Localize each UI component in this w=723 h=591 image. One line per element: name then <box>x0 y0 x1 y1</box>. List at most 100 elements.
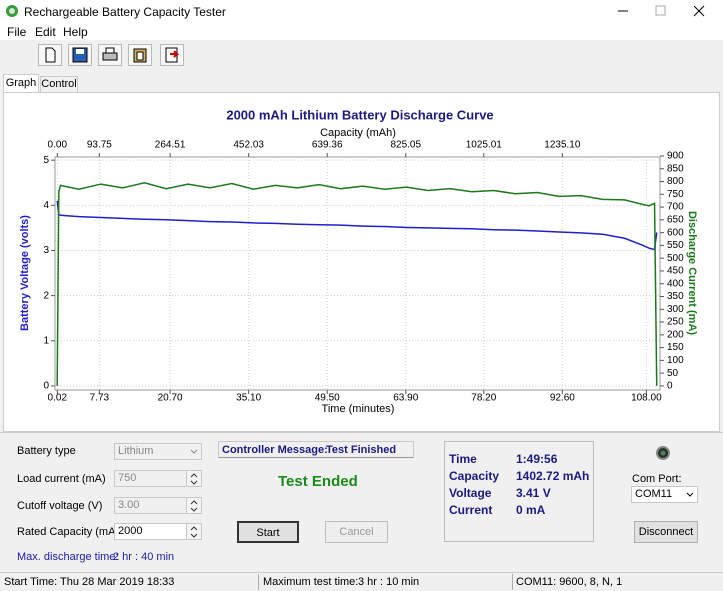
status-start: Start Time: Thu 28 Mar 2019 18:33 <box>4 576 175 588</box>
x-tick-label: 35.10 <box>236 393 261 404</box>
readout-label: Capacity <box>449 469 500 483</box>
status-port: COM11: 9600, 8, N, 1 <box>516 576 623 588</box>
y2-tick-label: 300 <box>667 304 684 315</box>
chart-title: 2000 mAh Lithium Battery Discharge Curve <box>226 107 493 122</box>
x2-tick-label: 639.36 <box>312 140 343 151</box>
field-value: Lithium <box>118 445 154 457</box>
y2-tick-label: 800 <box>667 176 684 187</box>
x-tick-label: 92.60 <box>550 393 575 404</box>
x2-tick-label: 452.03 <box>233 140 264 151</box>
start-button[interactable]: Start <box>237 521 299 543</box>
readout-value: 3.41 V <box>516 486 551 500</box>
y-axis-label: Battery Voltage (volts) <box>19 215 31 331</box>
window-controls[interactable] <box>600 0 723 22</box>
menu-item[interactable]: Edit <box>35 25 56 39</box>
x-tick-label: 49.50 <box>315 393 340 404</box>
window-title: Rechargeable Battery Capacity Tester <box>24 5 226 19</box>
x2-tick-label: 93.75 <box>87 140 112 151</box>
y2-tick-label: 350 <box>667 291 684 302</box>
com-port-label: Com Port: <box>632 473 682 485</box>
field-value: 2000 <box>118 525 143 537</box>
toolbar-copy[interactable] <box>128 44 152 66</box>
cancel-button[interactable]: Cancel <box>325 521 388 543</box>
y2-tick-label: 700 <box>667 202 684 213</box>
y2-tick-label: 450 <box>667 266 684 277</box>
readout-box <box>444 441 594 542</box>
load-current-input[interactable]: 750 <box>114 470 202 487</box>
toolbar-save[interactable] <box>68 44 92 66</box>
y2-tick-label: 850 <box>667 163 684 174</box>
y2-tick-label: 600 <box>667 227 684 238</box>
field-label: Battery type <box>17 445 76 457</box>
y2-tick-label: 250 <box>667 317 684 328</box>
x2-tick-label: 1235.10 <box>544 140 581 151</box>
menu-item[interactable]: File <box>7 25 27 39</box>
rated-capacity-input[interactable]: 2000 <box>114 523 202 540</box>
chart: 2000 mAh Lithium Battery Discharge Curve… <box>19 107 698 415</box>
y2-tick-label: 150 <box>667 342 684 353</box>
field-value: 750 <box>118 472 137 484</box>
data-line <box>56 182 658 386</box>
app-icon <box>6 5 18 17</box>
y2-tick-label: 50 <box>667 368 679 379</box>
title-bar <box>0 0 723 22</box>
y2-axis-label: Discharge Current (mA) <box>686 211 698 335</box>
max-discharge-value: 2 hr : 40 min <box>113 551 175 563</box>
message-box <box>218 441 414 458</box>
readout-value: 1:49:56 <box>516 452 558 466</box>
y2-tick-label: 400 <box>667 278 684 289</box>
y2-tick-label: 900 <box>667 151 684 162</box>
y2-tick-label: 100 <box>667 355 684 366</box>
tab[interactable]: Control <box>40 76 78 92</box>
field-label: Rated Capacity (mAh) <box>17 526 126 538</box>
toolbar-export[interactable] <box>160 44 184 66</box>
plot-frame <box>54 156 661 391</box>
x-tick-label: 0.02 <box>48 393 68 404</box>
x-tick-label: 108.00 <box>631 393 662 404</box>
x2-tick-label: 0.00 <box>48 140 68 151</box>
separator <box>0 432 723 433</box>
y2-tick-label: 0 <box>667 381 673 392</box>
graph-panel <box>3 92 720 432</box>
readout-label: Time <box>449 452 477 466</box>
x2-tick-label: 264.51 <box>155 140 186 151</box>
field-label: Load current (mA) <box>17 473 106 485</box>
status-led <box>656 446 670 460</box>
readout-value: 0 mA <box>516 503 546 517</box>
com-port-select[interactable]: COM11 <box>631 486 698 503</box>
message-value: Test Finished <box>326 444 397 456</box>
x2-tick-label: 825.05 <box>390 140 421 151</box>
test-status: Test Ended <box>278 473 358 490</box>
x-tick-label: 20.70 <box>158 393 183 404</box>
x-tick-label: 78.20 <box>471 393 496 404</box>
readout-value: 1402.72 mAh <box>516 469 590 483</box>
y-tick-label: 1 <box>43 335 49 346</box>
field-value: 3.00 <box>118 499 140 511</box>
x-axis-label: Time (minutes) <box>322 403 395 415</box>
data-line <box>56 200 658 251</box>
toolbar-print[interactable] <box>98 44 122 66</box>
y-tick-label: 2 <box>43 290 49 301</box>
field-label: Cutoff voltage (V) <box>17 500 103 512</box>
y2-tick-label: 650 <box>667 214 684 225</box>
y2-tick-label: 750 <box>667 189 684 200</box>
com-port-value: COM11 <box>635 488 673 500</box>
status-divider <box>258 574 259 590</box>
y-tick-label: 4 <box>43 200 49 211</box>
toolbar-new[interactable] <box>38 44 62 66</box>
status-max-value: 3 hr : 10 min <box>358 576 420 588</box>
menu-item[interactable]: Help <box>63 25 88 39</box>
tab[interactable]: Graph <box>3 74 39 93</box>
y2-tick-label: 200 <box>667 329 684 340</box>
disconnect-button[interactable]: Disconnect <box>634 521 698 543</box>
y-tick-label: 0 <box>43 381 49 392</box>
y-tick-label: 3 <box>43 245 49 256</box>
y-tick-label: 5 <box>43 155 49 166</box>
x-tick-label: 7.73 <box>90 393 110 404</box>
message-label: Controller Message: <box>222 444 328 456</box>
battery-type-select[interactable]: Lithium <box>114 443 202 460</box>
cutoff-voltage-input[interactable]: 3.00 <box>114 497 202 514</box>
status-bar <box>0 572 723 591</box>
x2-tick-label: 1025.01 <box>466 140 503 151</box>
